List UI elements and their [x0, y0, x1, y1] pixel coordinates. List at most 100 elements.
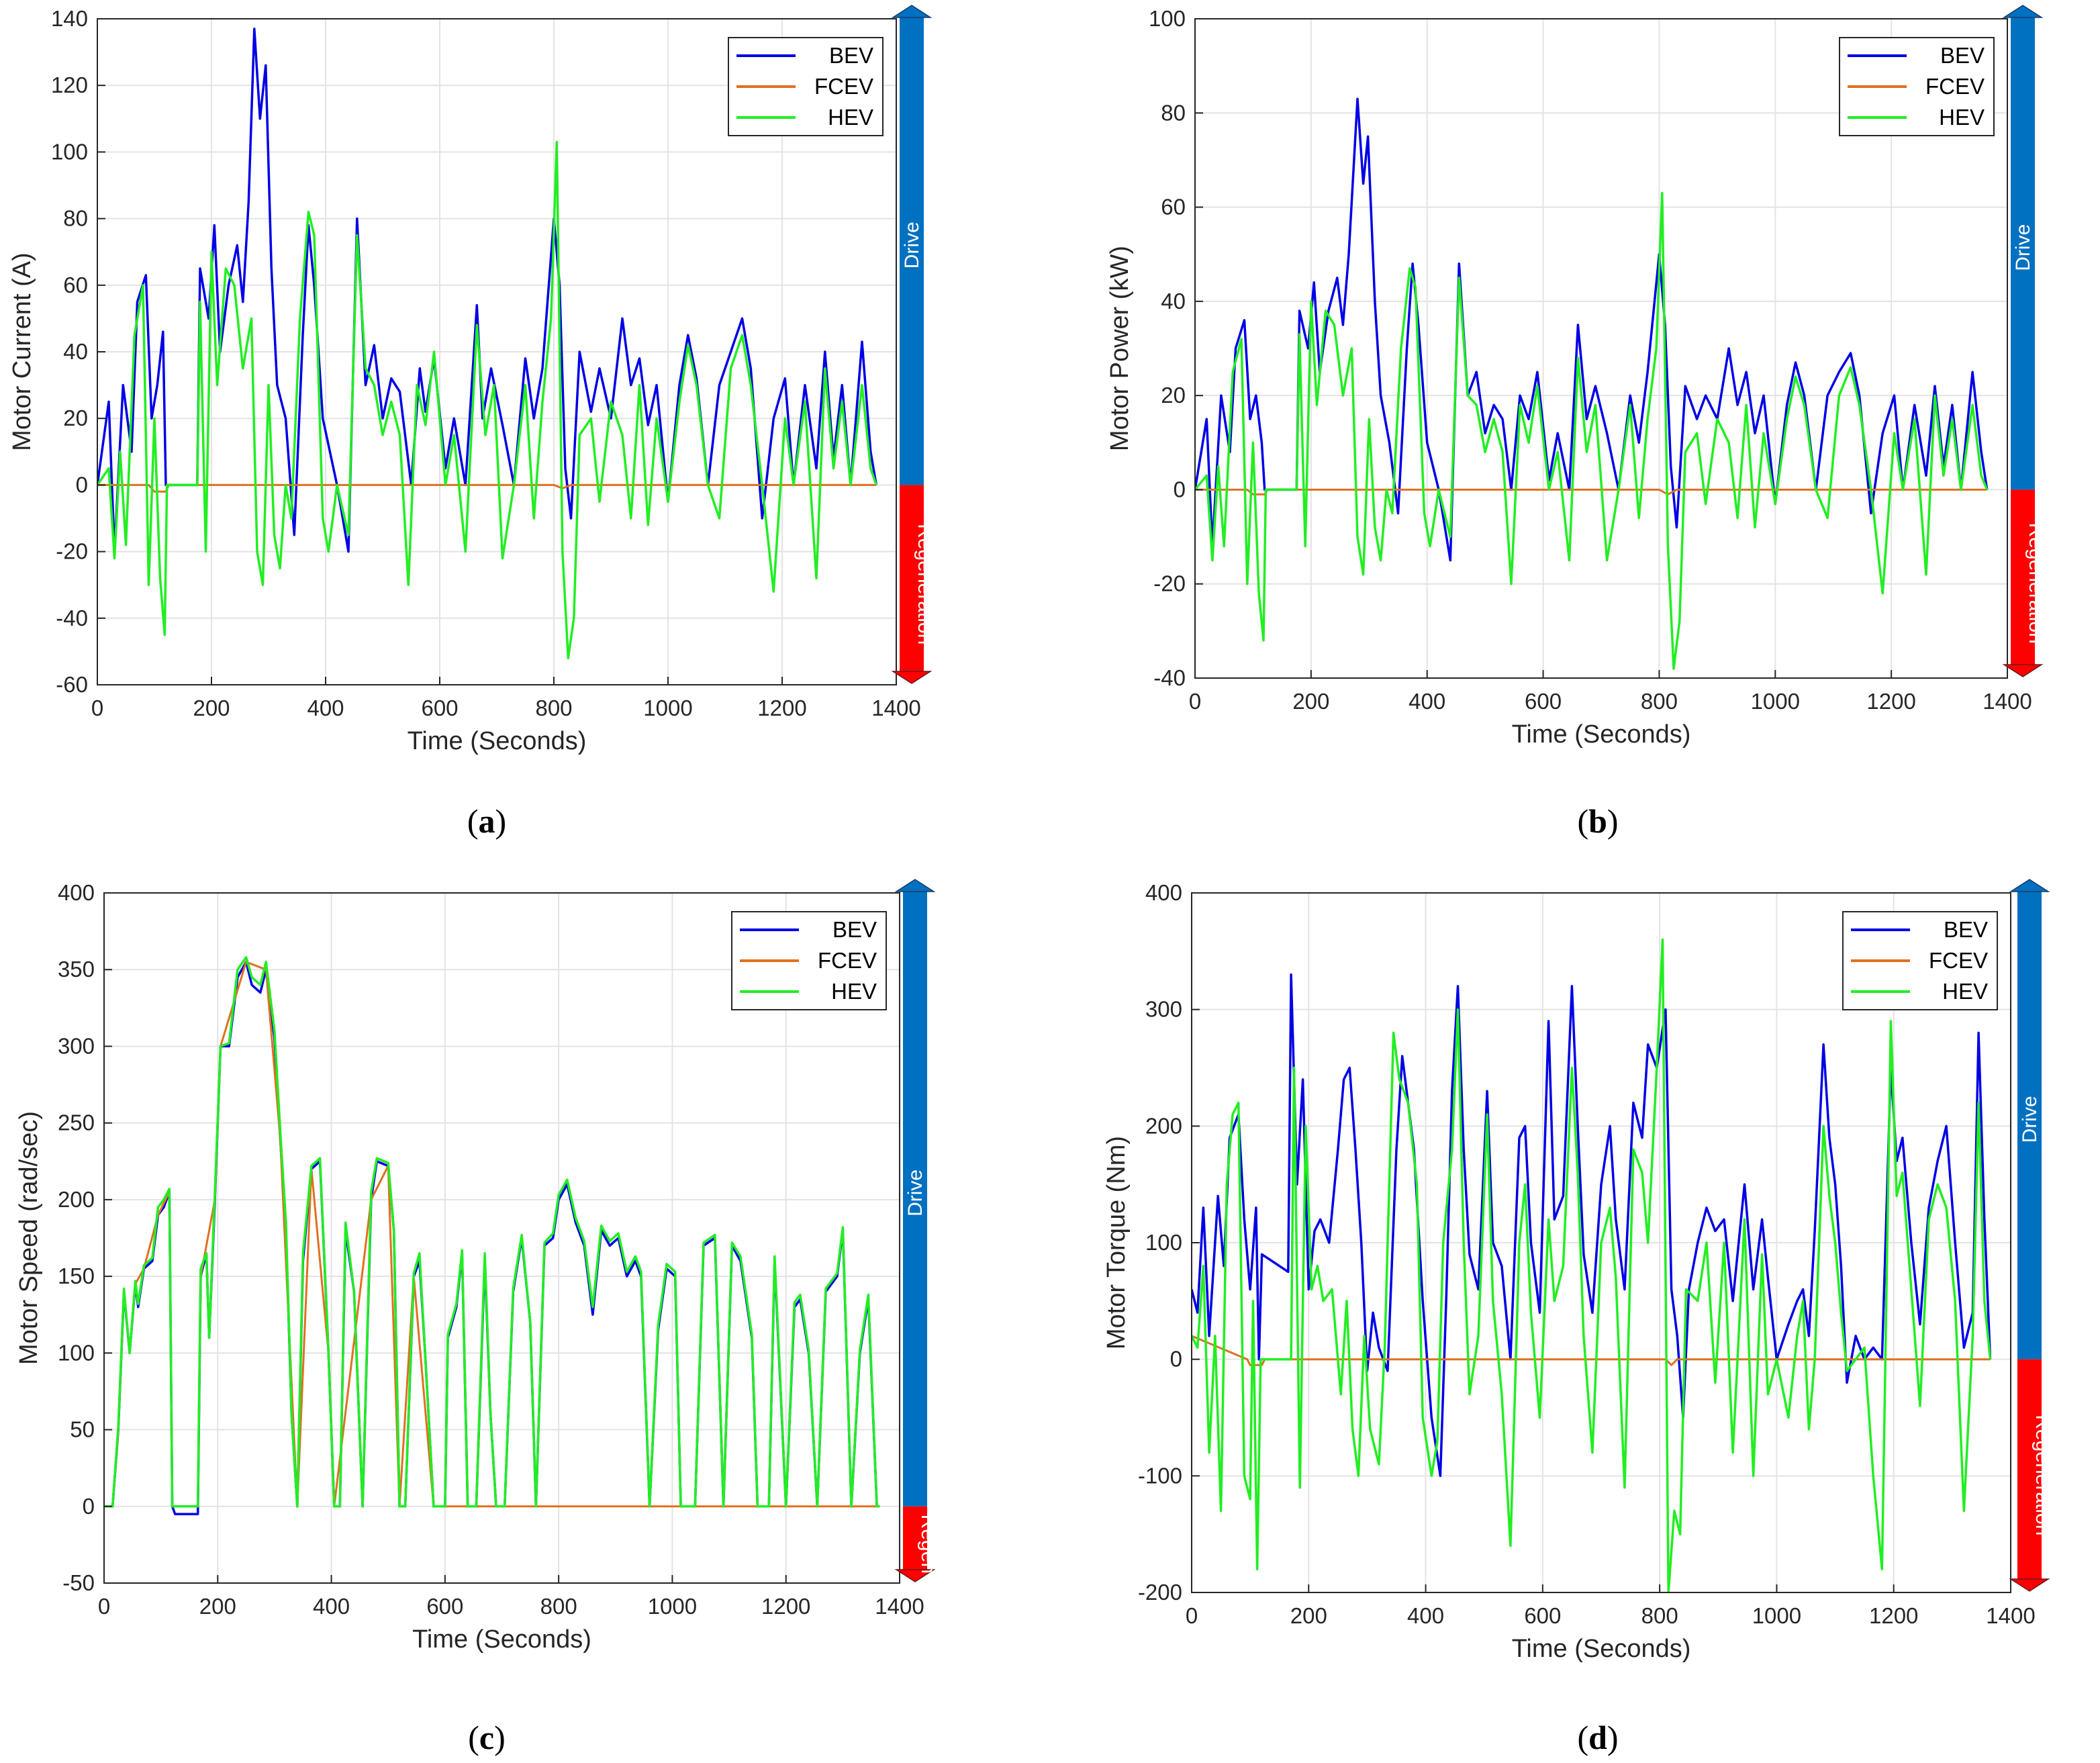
legend-label-hev: HEV — [828, 105, 873, 130]
y-tick-label: 20 — [1161, 383, 1186, 408]
legend-label-bev: BEV — [1944, 917, 1988, 942]
x-axis-label: Time (Seconds) — [1512, 720, 1691, 749]
drive-bar — [903, 889, 927, 1507]
x-tick-label: 1400 — [871, 696, 920, 720]
drive-label: Drive — [2012, 224, 2034, 271]
y-tick-label: 150 — [58, 1264, 95, 1288]
y-tick-label: 200 — [1145, 1113, 1182, 1138]
drive-arrow-head — [2009, 879, 2050, 892]
regeneration-bar — [900, 485, 924, 674]
axes-frame — [103, 892, 900, 1584]
legend: BEV FCEV HEV — [731, 911, 887, 1010]
y-tick-label: 400 — [58, 880, 95, 905]
chart-panel-d: 0 200 400 600 800 1000 1200 1400 -200 -100 0 100 200… — [1102, 879, 2054, 1756]
y-tick-label: 100 — [1149, 6, 1186, 31]
y-tick-label: 100 — [51, 139, 88, 164]
x-tick-label: 0 — [91, 696, 103, 720]
y-tick-label: -20 — [56, 539, 88, 564]
y-tick-label: 250 — [58, 1110, 95, 1135]
x-tick-label: 1000 — [1751, 689, 1800, 714]
x-tick-label: 1000 — [1752, 1603, 1801, 1628]
regeneration-label: Regeneration — [914, 524, 936, 645]
panel-caption: (c) — [468, 1719, 506, 1756]
y-tick-label: 40 — [63, 339, 88, 364]
x-tick-label: 600 — [1525, 689, 1562, 714]
x-tick-label: 800 — [1641, 1603, 1678, 1628]
drive-bar — [2017, 889, 2042, 1360]
regeneration-arrow-head — [2002, 664, 2044, 677]
series-line-bev — [97, 28, 878, 553]
axes-frame — [1194, 18, 2008, 679]
series-line-hev — [1195, 191, 1989, 670]
x-tick-label: 1000 — [648, 1594, 697, 1619]
drive-regen-indicator: Drive Regeneration — [891, 5, 936, 684]
legend-label-fcev: FCEV — [814, 74, 873, 99]
y-tick-label: 120 — [51, 73, 88, 97]
drive-regen-indicator: Drive Regeneration — [2002, 5, 2047, 677]
y-tick-label: 100 — [58, 1340, 95, 1365]
y-tick-label: 50 — [70, 1417, 95, 1442]
y-tick-label: -100 — [1138, 1463, 1182, 1488]
y-axis-label: Motor Current (A) — [8, 252, 36, 451]
legend-label-bev: BEV — [832, 917, 877, 942]
panel-caption: (b) — [1577, 802, 1618, 840]
legend-label-fcev: FCEV — [818, 948, 877, 973]
series-line-bev — [1195, 97, 1989, 562]
y-tick-label: 0 — [1174, 477, 1186, 502]
series-line-hev — [97, 140, 877, 660]
x-tick-label: 600 — [421, 696, 458, 720]
y-tick-label: -40 — [1153, 665, 1186, 690]
y-tick-label: 140 — [51, 6, 88, 31]
x-tick-label: 600 — [1524, 1603, 1561, 1628]
chart-panel-c: 0 200 400 600 800 1000 1200 1400-50050100150200… — [15, 879, 939, 1756]
drive-label: Drive — [904, 1170, 926, 1217]
x-tick-label: 800 — [1641, 689, 1678, 714]
x-tick-label: 1200 — [1866, 689, 1915, 714]
x-tick-label: 1000 — [643, 696, 692, 720]
x-tick-label: 200 — [199, 1594, 236, 1619]
y-tick-label: -50 — [62, 1570, 95, 1595]
x-tick-label: 800 — [535, 696, 572, 720]
series-line-hev — [1192, 938, 1992, 1592]
regeneration-arrow-head — [891, 671, 933, 684]
x-tick-label: 800 — [540, 1594, 577, 1619]
legend-label-hev: HEV — [831, 979, 877, 1004]
y-tick-label: 40 — [1161, 289, 1186, 314]
y-tick-label: -200 — [1138, 1580, 1182, 1605]
y-tick-label: 300 — [58, 1033, 95, 1058]
regeneration-label: Regeneration — [2032, 1415, 2054, 1535]
y-tick-label: 0 — [76, 472, 88, 497]
drive-label: Drive — [2019, 1096, 2041, 1143]
drive-arrow-head — [891, 5, 933, 18]
y-axis-label: Motor Torque (Nm) — [1102, 1136, 1131, 1349]
x-tick-label: 0 — [98, 1594, 110, 1619]
y-tick-label: 400 — [1145, 880, 1182, 905]
drive-label: Drive — [901, 222, 923, 269]
x-tick-label: 400 — [307, 696, 344, 720]
panel-caption: (a) — [467, 802, 506, 840]
y-tick-label: 60 — [1161, 195, 1186, 220]
y-tick-label: 60 — [63, 273, 88, 297]
regeneration-arrow-head — [894, 1569, 936, 1582]
y-tick-label: -40 — [56, 606, 88, 630]
y-tick-label: -20 — [1153, 571, 1186, 596]
x-tick-label: 0 — [1189, 689, 1201, 714]
y-tick-label: 350 — [58, 957, 95, 982]
x-tick-label: 0 — [1186, 1603, 1198, 1628]
x-tick-label: 400 — [313, 1594, 350, 1619]
drive-bar — [2011, 15, 2035, 490]
x-axis-label: Time (Seconds) — [1512, 1635, 1691, 1663]
legend-label-bev: BEV — [829, 43, 873, 68]
drive-arrow-head — [894, 879, 936, 892]
regeneration-label: Regen — [917, 1515, 939, 1574]
x-tick-label: 200 — [193, 696, 230, 720]
drive-regen-indicator: Drive Regen — [894, 879, 939, 1582]
x-tick-label: 1200 — [1869, 1603, 1918, 1628]
x-tick-label: 400 — [1407, 1603, 1444, 1628]
panels: 0 200 400 600 800 1000 1200 1400-60-40-20020406… — [8, 5, 2054, 1756]
series-line-hev — [104, 956, 880, 1508]
regeneration-label: Regeneration — [2025, 523, 2047, 644]
legend-label-hev: HEV — [1942, 979, 1988, 1004]
drive-arrow-head — [2002, 5, 2044, 18]
